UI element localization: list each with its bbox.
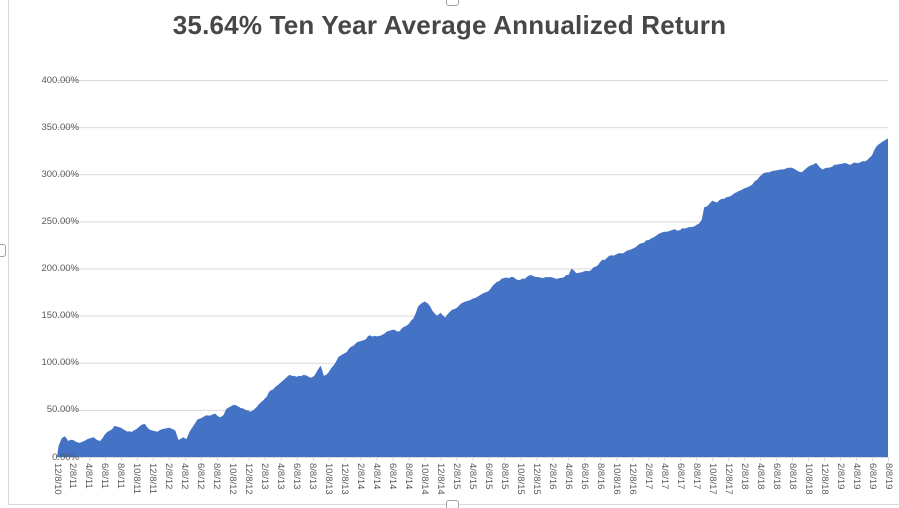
x-axis-tick-label: 8/8/17	[690, 463, 702, 490]
x-axis-tick-label: 10/8/16	[610, 463, 622, 495]
x-axis-tick-label: 12/8/14	[435, 463, 447, 495]
x-axis-tick-label: 6/8/18	[770, 463, 782, 490]
x-axis-tick-label: 12/8/12	[243, 463, 255, 495]
selection-handle-bottom-center[interactable]	[446, 500, 459, 508]
x-axis-tick-label: 12/8/17	[722, 463, 734, 495]
y-axis-tick-label: 100.00%	[41, 357, 79, 369]
y-axis-tick-label: 400.00%	[41, 74, 79, 86]
x-axis-tick-label: 6/8/19	[866, 463, 878, 490]
x-axis-tick-label: 4/8/18	[754, 463, 766, 490]
x-axis-tick-label: 10/8/17	[706, 463, 718, 495]
x-axis-tick-label: 6/8/17	[674, 463, 686, 490]
y-axis-tick-label: 0.00%	[52, 451, 79, 463]
x-axis-tick-label: 8/8/12	[211, 463, 223, 490]
x-axis-tick-label: 2/8/16	[546, 463, 558, 490]
x-axis-tick-label: 6/8/14	[387, 463, 399, 490]
x-axis-tick-label: 2/8/18	[738, 463, 750, 490]
x-axis-tick-label: 6/8/13	[291, 463, 303, 490]
x-axis-tick-label: 8/8/14	[403, 463, 415, 490]
y-axis-tick-label: 50.00%	[46, 404, 79, 416]
x-axis-tick-label: 8/8/19	[882, 463, 894, 490]
x-axis-tick-label: 12/8/13	[339, 463, 351, 495]
x-axis-tick-label: 10/8/11	[131, 463, 143, 494]
selection-handle-left-middle[interactable]	[0, 244, 6, 257]
y-axis-tick-label: 150.00%	[41, 310, 79, 322]
y-axis-tick-label: 250.00%	[41, 215, 79, 227]
chart-frame-left-border	[8, 0, 9, 504]
x-axis-tick-label: 4/8/12	[179, 463, 191, 490]
x-axis-tick-label: 4/8/13	[275, 463, 287, 490]
y-axis-tick-label: 300.00%	[41, 168, 79, 180]
x-axis-tick-label: 4/8/19	[850, 463, 862, 490]
y-axis-tick-label: 200.00%	[41, 263, 79, 274]
chart-title: 35.64% Ten Year Average Annualized Retur…	[172, 10, 727, 40]
x-axis-tick-label: 4/8/17	[658, 463, 670, 490]
x-axis-tick-label: 12/8/16	[626, 463, 638, 495]
x-axis-tick-label: 6/8/16	[578, 463, 590, 490]
x-axis-tick-label: 6/8/15	[482, 463, 494, 490]
x-axis-tick-label: 8/8/13	[307, 463, 319, 490]
x-axis-tick-label: 12/8/15	[530, 463, 542, 495]
x-axis-tick-label: 10/8/18	[802, 463, 814, 495]
x-axis-tick-label: 6/8/11	[99, 463, 111, 489]
x-axis-tick-label: 4/8/16	[562, 463, 574, 490]
x-axis-tick-label: 6/8/12	[195, 463, 207, 490]
x-axis-tick-label: 12/8/18	[818, 463, 830, 495]
x-axis-tick-label: 10/8/12	[227, 463, 239, 495]
x-axis-tick-label: 8/8/16	[594, 463, 606, 490]
x-axis-tick-label: 4/8/11	[83, 463, 95, 489]
x-axis-tick-label: 2/8/17	[642, 463, 654, 490]
x-axis-tick-label: 2/8/11	[67, 463, 79, 489]
x-axis-tick-label: 12/8/11	[147, 463, 159, 494]
x-axis-tick-label: 12/8/10	[51, 463, 63, 495]
y-axis-tick-label: 350.00%	[41, 121, 79, 133]
x-axis-tick-label: 8/8/18	[786, 463, 798, 490]
selection-handle-top-center[interactable]	[446, 0, 459, 6]
x-axis-tick-label: 2/8/15	[451, 463, 463, 490]
x-axis-tick-label: 10/8/14	[419, 463, 431, 495]
x-axis-tick-label: 8/8/11	[115, 463, 127, 489]
x-axis-tick-label: 8/8/15	[498, 463, 510, 490]
x-axis-tick-label: 4/8/15	[467, 463, 478, 490]
x-axis-tick-label: 2/8/14	[355, 463, 367, 490]
x-axis-tick-label: 10/8/13	[323, 463, 335, 495]
x-axis-tick-label: 2/8/19	[834, 463, 846, 490]
x-axis-tick-label: 4/8/14	[371, 463, 383, 490]
x-axis-tick-label: 2/8/12	[163, 463, 175, 490]
x-axis-tick-label: 2/8/13	[259, 463, 271, 490]
area-series[interactable]	[57, 138, 888, 457]
x-axis-tick-label: 10/8/15	[514, 463, 526, 495]
